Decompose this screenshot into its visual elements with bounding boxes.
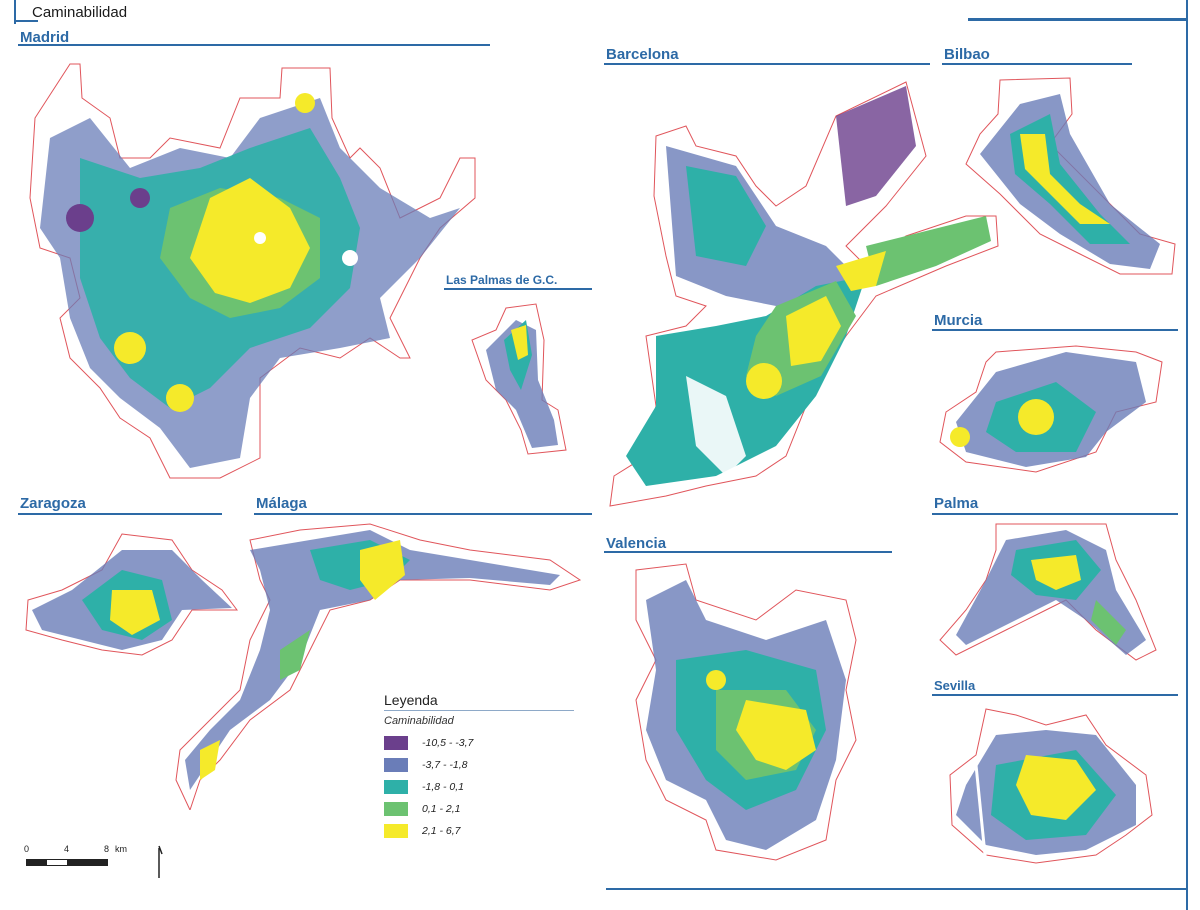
city-title-barcelona: Barcelona	[606, 46, 679, 63]
legend-label: -1,8 - 0,1	[422, 781, 465, 793]
scale-tick-8: 8	[104, 844, 110, 854]
city-title-bilbao: Bilbao	[944, 46, 990, 63]
legend-item: 0,1 - 2,1	[384, 801, 461, 817]
legend-subtitle: Caminabilidad	[384, 715, 454, 727]
zaragoza-map	[25, 533, 238, 656]
malaga-map	[175, 523, 582, 810]
legend-label: -3,7 - -1,8	[422, 759, 468, 771]
city-rule-valencia	[604, 551, 892, 553]
north-arrow-icon	[158, 845, 163, 878]
frame-bottom-rule	[606, 888, 1186, 890]
palma-map	[939, 523, 1157, 661]
scale-unit: km	[115, 844, 127, 854]
valencia-map	[635, 563, 857, 861]
header-right-rule	[968, 18, 1188, 21]
legend-swatch	[384, 758, 408, 772]
header-left-hrule	[14, 20, 38, 22]
city-title-zaragoza: Zaragoza	[20, 495, 86, 512]
city-rule-palma	[932, 513, 1178, 515]
city-rule-sevilla	[932, 694, 1178, 696]
legend-title-rule	[384, 710, 574, 711]
legend-item: 2,1 - 6,7	[384, 823, 461, 839]
scale-tick-4: 4	[64, 844, 70, 854]
page-title: Caminabilidad	[32, 4, 128, 21]
legend-swatch	[384, 736, 408, 750]
legend-item: -1,8 - 0,1	[384, 779, 464, 795]
scale-bar	[26, 859, 108, 866]
legend-swatch	[384, 824, 408, 838]
city-rule-zaragoza	[18, 513, 222, 515]
sevilla-map	[949, 708, 1153, 866]
city-rule-bilbao	[942, 63, 1132, 65]
city-rule-barcelona	[604, 63, 930, 65]
city-title-las-palmas: Las Palmas de G.C.	[446, 273, 558, 287]
city-title-palma: Palma	[934, 495, 979, 512]
header-left-vrule	[14, 0, 16, 24]
city-title-sevilla: Sevilla	[934, 678, 976, 693]
scale-tick-0: 0	[24, 844, 30, 854]
city-rule-madrid	[18, 44, 490, 46]
legend-swatch	[384, 780, 408, 794]
legend-label: 2,1 - 6,7	[422, 825, 461, 837]
legend-item: -3,7 - -1,8	[384, 757, 468, 773]
legend-swatch	[384, 802, 408, 816]
las-palmas-map	[471, 303, 567, 455]
city-rule-las-palmas	[444, 288, 592, 290]
city-title-malaga: Málaga	[256, 495, 307, 512]
legend-label: -10,5 - -3,7	[422, 737, 474, 749]
frame-right-vrule	[1186, 0, 1188, 910]
bilbao-map	[965, 77, 1176, 275]
legend-title: Leyenda	[384, 692, 438, 708]
legend-item: -10,5 - -3,7	[384, 735, 473, 751]
murcia-map	[939, 345, 1163, 473]
madrid-map	[29, 63, 476, 479]
barcelona-map	[609, 81, 999, 507]
city-title-murcia: Murcia	[934, 312, 983, 329]
city-title-madrid: Madrid	[20, 29, 70, 46]
city-rule-murcia	[932, 329, 1178, 331]
city-rule-malaga	[254, 513, 592, 515]
city-title-valencia: Valencia	[606, 535, 667, 552]
legend-label: 0,1 - 2,1	[422, 803, 461, 815]
